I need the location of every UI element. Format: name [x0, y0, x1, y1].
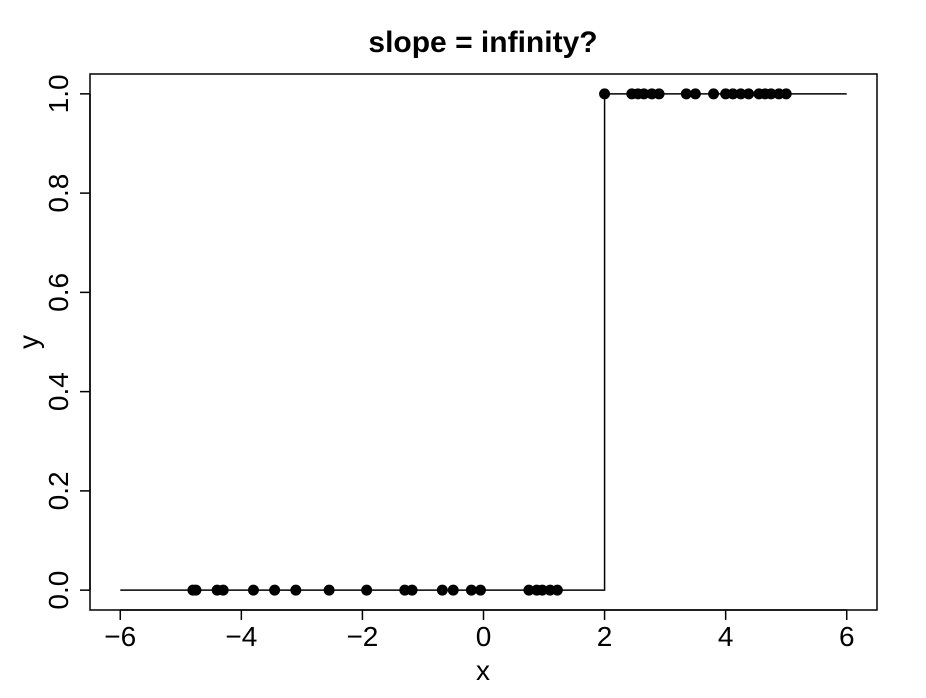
x-tick-label: −4 — [225, 621, 257, 652]
data-point — [735, 88, 747, 100]
data-point — [523, 584, 535, 596]
data-points — [187, 88, 792, 596]
x-tick-label: 6 — [839, 621, 855, 652]
data-point — [474, 584, 486, 596]
data-point — [447, 584, 459, 596]
x-tick-label: 4 — [718, 621, 734, 652]
x-axis-label: x — [476, 655, 490, 686]
data-point — [653, 88, 665, 100]
y-tick-label: 0.0 — [43, 571, 74, 610]
data-point — [708, 88, 720, 100]
data-point — [765, 88, 777, 100]
data-point — [290, 584, 302, 596]
data-point — [190, 584, 202, 596]
data-point — [323, 584, 335, 596]
data-point — [217, 584, 229, 596]
x-tick-label: 0 — [476, 621, 492, 652]
data-point — [743, 88, 755, 100]
y-tick-label: 1.0 — [43, 74, 74, 113]
data-point — [536, 584, 548, 596]
data-point — [247, 584, 259, 596]
x-axis: −6 −4 −2 0 2 4 6 — [104, 609, 855, 652]
data-point — [361, 584, 373, 596]
data-point — [727, 88, 739, 100]
data-point — [780, 88, 792, 100]
data-point — [551, 584, 563, 596]
y-tick-label: 0.6 — [43, 273, 74, 312]
data-point — [406, 584, 418, 596]
chart-title: slope = infinity? — [368, 26, 597, 59]
data-point — [680, 88, 692, 100]
step-line-series — [120, 93, 847, 591]
data-point — [689, 88, 701, 100]
data-point — [599, 88, 611, 100]
y-tick-label: 0.8 — [43, 174, 74, 213]
data-point — [269, 584, 281, 596]
x-tick-label: −2 — [346, 621, 378, 652]
data-point — [465, 584, 477, 596]
x-tick-label: 2 — [597, 621, 613, 652]
plot-frame — [89, 73, 878, 611]
y-axis-label: y — [13, 335, 44, 349]
y-axis: 0.0 0.2 0.4 0.6 0.8 1.0 — [43, 74, 91, 610]
y-tick-label: 0.4 — [43, 372, 74, 411]
x-tick-label: −6 — [104, 621, 136, 652]
data-point — [638, 88, 650, 100]
y-tick-label: 0.2 — [43, 471, 74, 510]
data-point — [436, 584, 448, 596]
